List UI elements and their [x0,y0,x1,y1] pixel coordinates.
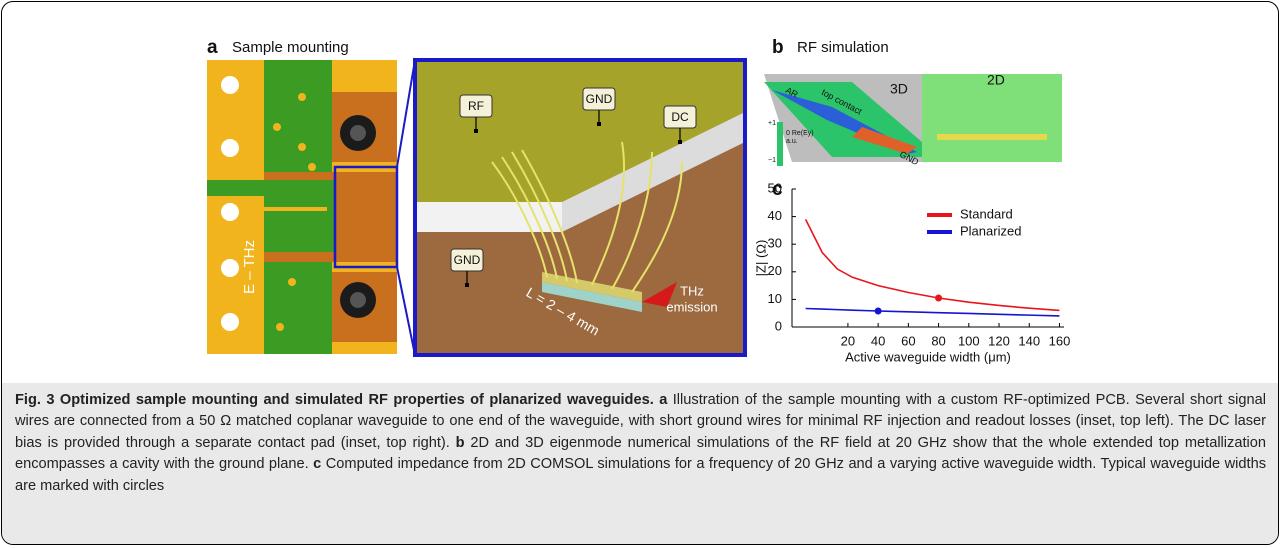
y-tick-label: 20 [768,263,782,278]
inset-label: DC [671,110,689,124]
figure: a Sample mounting E – THz RFGNDDCGND L = [1,1,1279,545]
x-tick-label: 160 [1049,333,1071,348]
emission-label: THz [680,283,704,298]
caption-bold: Fig. 3 Optimized sample mounting and sim… [15,392,654,408]
x-tick-label: 40 [871,333,885,348]
inset-label: GND [454,253,481,267]
marked-point [935,295,942,302]
label-pin-end [678,140,682,144]
caption: Fig. 3 Optimized sample mounting and sim… [2,383,1278,545]
x-tick-label: 20 [841,333,855,348]
caption-bold: a [659,392,667,408]
x-tick-label: 140 [1018,333,1040,348]
inset-label: GND [586,92,613,106]
caption-bold: b [456,435,465,451]
pcb-label: E – THz [241,240,258,294]
pcb [207,60,415,355]
panel-title: RF simulation [797,39,889,56]
legend-label: Standard [960,206,1013,221]
emission-label: emission [666,299,717,314]
y-axis-label: |Z| (Ω) [753,240,768,277]
label-pin-end [474,129,478,133]
x-tick-label: 120 [988,333,1010,348]
y-tick-label: 30 [768,236,782,251]
x-tick-label: 80 [931,333,945,348]
y-tick-label: 0 [775,318,782,333]
inset-label: RF [468,99,484,113]
colorbar-label: +1 [768,120,776,127]
y-tick-label: 50 [768,180,782,195]
x-axis-label: Active waveguide width (μm) [845,349,1011,364]
label-pin-end [597,122,601,126]
x-tick-label: 100 [958,333,980,348]
y-tick-label: 10 [768,291,782,306]
colorbar-label: −1 [768,157,776,164]
colorbar-label: 0 Re(Ey) [786,130,814,137]
x-tick-label: 60 [901,333,915,348]
colorbar-label: a.u. [786,138,798,145]
legend-label: Planarized [960,223,1021,238]
panel-label: b [772,37,784,58]
y-tick-label: 40 [768,208,782,223]
sim-2d-metal [937,134,1047,140]
view-label: 2D [987,72,1005,88]
label-pin-end [465,283,469,287]
panel-label: a [207,37,218,58]
view-label: 3D [890,81,908,97]
colorbar [777,122,783,166]
series-line [806,309,1060,316]
marked-point [875,307,882,314]
panel-title: Sample mounting [232,39,349,56]
caption-bold: c [313,456,321,472]
